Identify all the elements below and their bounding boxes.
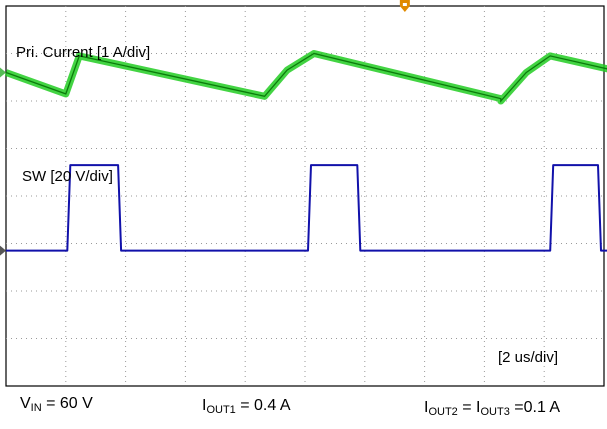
iout3-sub: OUT3 <box>480 406 510 418</box>
vin-sub: IN <box>30 402 42 414</box>
scope-traces <box>4 50 607 252</box>
scope-markers <box>0 0 410 256</box>
primary-current-label: Pri. Current [1 A/div] <box>16 44 151 61</box>
primary-current-trace-core <box>5 52 607 103</box>
iout2-eq: = I <box>457 399 481 416</box>
iout1-sub: OUT1 <box>206 404 236 416</box>
sw-label: SW [20 V/div] <box>22 168 113 185</box>
iout1-value: = 0.4 A <box>235 397 291 414</box>
iout2-sub: OUT2 <box>428 406 458 418</box>
sw-trace <box>6 164 607 252</box>
trigger-marker-notch <box>402 3 407 6</box>
vin-value: = 60 V <box>41 395 93 412</box>
ch-sw-level-marker <box>0 245 6 256</box>
iout1-base: I <box>202 397 207 414</box>
vin-condition: VIN = 60 V <box>20 394 93 418</box>
timebase-label: [2 us/div] <box>498 349 559 366</box>
scope-grid <box>5 5 605 387</box>
oscilloscope-screen <box>0 0 607 387</box>
iout3-value: =0.1 A <box>509 399 561 416</box>
iout1-condition: IOUT1 = 0.4 A <box>202 396 291 420</box>
vin-base: V <box>20 395 31 412</box>
iout2-iout3-condition: IOUT2 = IOUT3 =0.1 A <box>424 398 560 422</box>
ch-current-level-marker <box>0 67 6 78</box>
iout2-base: I <box>424 399 429 416</box>
